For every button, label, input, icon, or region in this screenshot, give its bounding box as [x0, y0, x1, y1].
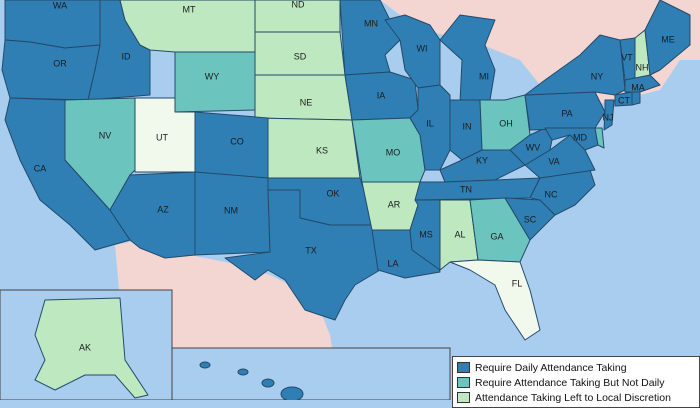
label-ct: CT	[618, 95, 630, 105]
label-md: MD	[573, 132, 587, 142]
label-ca: CA	[34, 163, 47, 173]
label-vt: VT	[621, 52, 633, 62]
label-me: ME	[661, 34, 675, 44]
state-nj[interactable]	[603, 99, 615, 131]
label-nd: ND	[292, 0, 305, 9]
legend-item: Require Daily Attendance Taking	[457, 360, 695, 375]
state-hi-oahu[interactable]	[237, 368, 249, 376]
state-wy[interactable]	[174, 51, 256, 113]
label-wi: WI	[417, 43, 428, 53]
state-ks[interactable]	[254, 117, 361, 179]
label-wa: WA	[53, 0, 67, 10]
label-ks: KS	[316, 145, 328, 155]
state-mi[interactable]	[439, 14, 496, 103]
label-fl: FL	[512, 278, 523, 288]
label-ut: UT	[156, 132, 168, 142]
label-ga: GA	[490, 231, 503, 241]
label-nv: NV	[99, 130, 112, 140]
label-sd: SD	[294, 51, 307, 61]
state-ri[interactable]	[631, 91, 641, 106]
state-tn[interactable]	[414, 177, 541, 201]
legend-label: Require Attendance Taking But Not Daily	[475, 376, 665, 389]
label-oh: OH	[499, 118, 513, 128]
label-la: LA	[387, 258, 398, 268]
state-hi-maui[interactable]	[261, 378, 275, 388]
legend-swatch	[457, 392, 470, 403]
label-or: OR	[53, 58, 67, 68]
state-hi[interactable]	[280, 386, 304, 400]
state-labels: WA OR ID MT WY ND SD NE KS CA NV UT CO A…	[34, 0, 675, 352]
label-ia: IA	[377, 90, 386, 100]
legend-item: Attendance Taking Left to Local Discreti…	[457, 390, 695, 405]
label-il: IL	[426, 118, 434, 128]
state-mn[interactable]	[339, 0, 401, 76]
label-mi: MI	[479, 71, 489, 81]
label-nm: NM	[224, 205, 238, 215]
label-ms: MS	[419, 229, 433, 239]
label-va: VA	[548, 156, 559, 166]
label-pa: PA	[561, 108, 572, 118]
label-tn: TN	[460, 184, 472, 194]
label-mn: MN	[364, 18, 378, 28]
label-in: IN	[463, 121, 472, 131]
label-id: ID	[122, 51, 132, 61]
label-nc: NC	[545, 189, 558, 199]
legend-label: Require Daily Attendance Taking	[475, 361, 627, 374]
state-hi-kauai[interactable]	[199, 361, 211, 369]
label-ne: NE	[300, 97, 313, 107]
state-ak[interactable]	[34, 297, 149, 399]
label-ma: MA	[631, 82, 645, 92]
label-wy: WY	[205, 71, 220, 81]
legend-label: Attendance Taking Left to Local Discreti…	[475, 391, 671, 404]
legend-swatch	[457, 362, 470, 373]
label-sc: SC	[524, 214, 537, 224]
label-mo: MO	[386, 147, 401, 157]
label-co: CO	[230, 136, 244, 146]
canada-land	[0, 0, 700, 110]
label-nj: NJ	[603, 112, 614, 122]
state-de[interactable]	[594, 127, 605, 149]
state-or[interactable]	[1, 39, 101, 101]
hawaii-islands	[199, 361, 304, 400]
state-ga[interactable]	[469, 197, 531, 263]
label-tx: TX	[305, 245, 317, 255]
legend-swatch	[457, 377, 470, 388]
label-ok: OK	[326, 188, 339, 198]
state-fl[interactable]	[449, 259, 541, 341]
label-mt: MT	[183, 4, 196, 14]
label-al: AL	[454, 229, 465, 239]
hawaii-inset-frame	[171, 347, 451, 400]
label-nh: NH	[636, 62, 649, 72]
state-il[interactable]	[409, 84, 451, 171]
state-tx[interactable]	[224, 189, 381, 321]
label-ky: KY	[476, 155, 488, 165]
legend-item: Require Attendance Taking But Not Daily	[457, 375, 695, 390]
label-wv: WV	[526, 142, 541, 152]
label-ak: AK	[79, 342, 91, 352]
map-legend: Require Daily Attendance Taking Require …	[452, 356, 700, 408]
state-me[interactable]	[644, 0, 691, 76]
label-az: AZ	[157, 204, 169, 214]
label-ny: NY	[591, 71, 604, 81]
label-ar: AR	[388, 199, 401, 209]
